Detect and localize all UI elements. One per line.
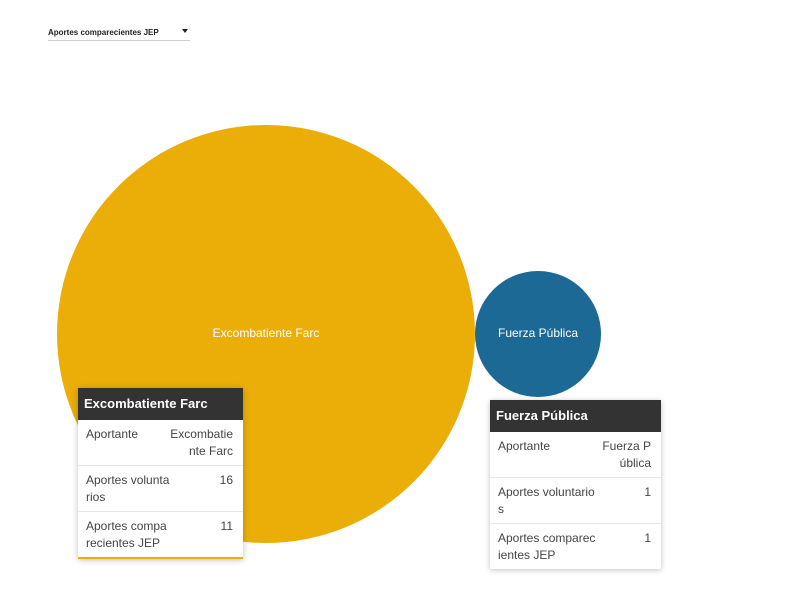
tooltip-fuerza-publica: Fuerza Pública Aportante Fuerza Pública … — [490, 400, 661, 569]
tooltip-key: Aportes comparecientes JEP — [498, 531, 596, 562]
metric-dropdown-label: Aportes comparecientes JEP — [48, 28, 159, 37]
tooltip-value: 11 — [220, 519, 233, 533]
tooltip-key: Aportante — [86, 427, 139, 441]
bubble-label-fuerza-publica: Fuerza Pública — [498, 326, 578, 340]
tooltip-key: Aportes voluntarios — [86, 473, 170, 504]
tooltip-key: Aportante — [498, 439, 551, 453]
tooltip-value: 1 — [644, 485, 651, 499]
bubble-label-excombatiente-farc: Excombatiente Farc — [213, 326, 320, 340]
tooltip-row: Aportante Excombatiente Farc — [78, 420, 243, 465]
tooltip-value: Excombatiente Farc — [170, 427, 233, 458]
tooltip-excombatiente-farc: Excombatiente Farc Aportante Excombatien… — [78, 388, 243, 559]
tooltip-row: Aportes comparecientes JEP 11 — [78, 511, 243, 557]
tooltip-row: Aportante Fuerza Pública — [490, 432, 661, 477]
tooltip-value: 16 — [219, 473, 233, 487]
caret-down-icon — [182, 29, 188, 33]
metric-dropdown[interactable]: Aportes comparecientes JEP — [48, 26, 190, 41]
tooltip-value: Fuerza Pública — [602, 439, 651, 470]
tooltip-row: Aportes comparecientes JEP 1 — [490, 523, 661, 569]
tooltip-key: Aportes comparecientes JEP — [86, 519, 167, 550]
tooltip-value: 1 — [644, 531, 651, 545]
tooltip-title: Excombatiente Farc — [78, 388, 243, 420]
tooltip-row: Aportes voluntarios 1 — [490, 477, 661, 523]
bubble-fuerza-publica[interactable] — [475, 270, 602, 398]
tooltip-row: Aportes voluntarios 16 — [78, 465, 243, 511]
tooltip-title: Fuerza Pública — [490, 400, 661, 432]
tooltip-key: Aportes voluntarios — [498, 485, 595, 516]
